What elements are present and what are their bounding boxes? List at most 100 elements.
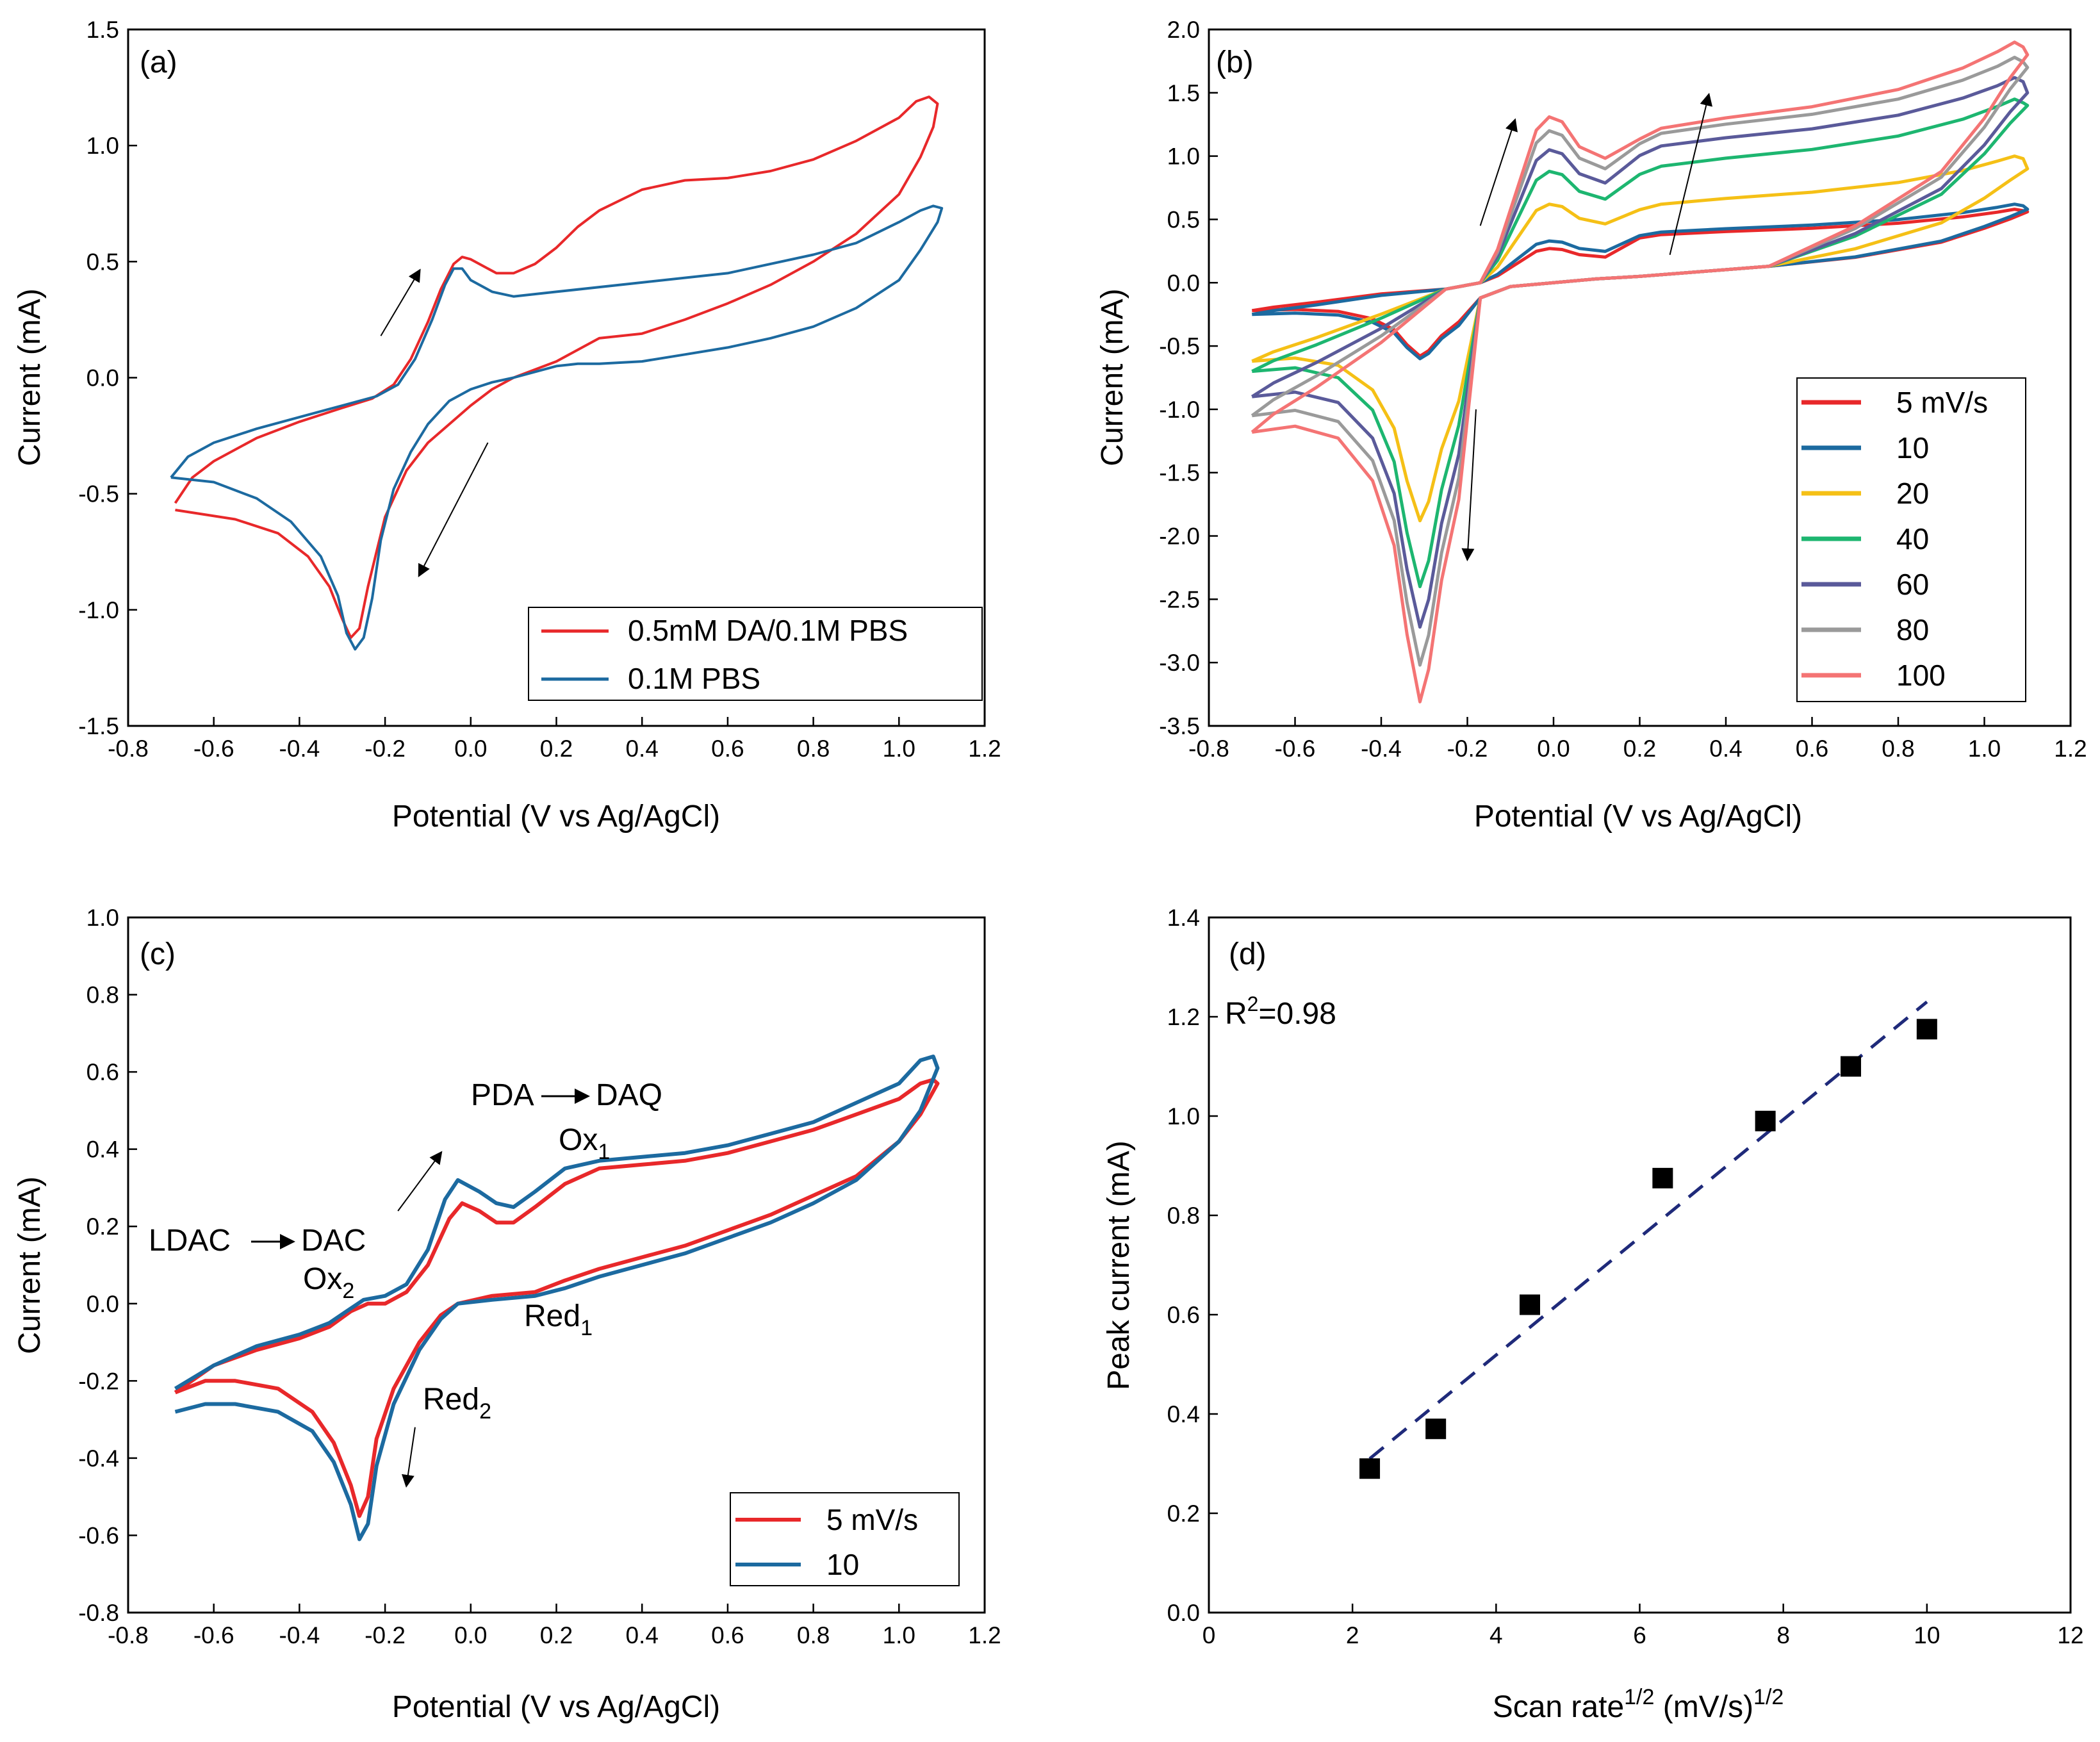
scatter-point-d-1: [1425, 1418, 1447, 1440]
y-axis-title-d: Peak current (mA): [1102, 1140, 1136, 1390]
y-tick-label-b-10: 1.5: [1167, 80, 1200, 106]
annot-ldac: LDAC: [149, 1224, 231, 1258]
series-line-b-2: [1251, 154, 2030, 523]
series-line-b-1: [1251, 202, 2030, 361]
legend-label-a-1: 0.1M PBS: [628, 662, 760, 695]
x-tick-label-a-0: -0.8: [108, 735, 149, 762]
y-tick-label-d-5: 1.0: [1167, 1103, 1200, 1130]
panel-label-b: (b): [1216, 45, 1254, 79]
legend-label-a-0: 0.5mM DA/0.1M PBS: [628, 614, 908, 647]
x-axis-title-d: Scan rate1/2 (mV/s)1/2: [1493, 1685, 1784, 1724]
x-tick-label-c-1: -0.6: [193, 1622, 234, 1648]
legend-box-a: [528, 607, 983, 701]
x-tick-label-c-8: 0.8: [797, 1622, 830, 1648]
panel-label-c: (c): [140, 937, 176, 971]
y-tick-label-b-1: -3.0: [1159, 650, 1200, 676]
direction-arrow-c-1: [401, 1427, 416, 1488]
x-tick-label-d-0: 0: [1202, 1622, 1216, 1648]
x-axis-title-c: Potential (V vs Ag/AgCl): [392, 1690, 720, 1724]
y-axis-title-a: Current (mA): [13, 288, 47, 466]
legend-c: 5 mV/s 10: [730, 1492, 960, 1586]
annot-red1-sub: 1: [580, 1316, 593, 1340]
x-tick-label-a-3: -0.2: [365, 735, 406, 762]
panel-b: -0.8 -0.6 -0.4 -0.2 0.0 0.2 0.4 0.6 0.8 1.0 1.2 -3.…: [1095, 17, 2087, 834]
y-tick-label-d-7: 1.4: [1167, 905, 1200, 931]
x-axis-title-d-sup: 1/2: [1624, 1685, 1654, 1709]
x-tick-label-a-4: 0.0: [454, 735, 487, 762]
y-tick-label-c-1: -0.6: [78, 1522, 119, 1549]
scatter-point-d-0: [1359, 1458, 1381, 1479]
legend-label-b-3: 40: [1896, 522, 1929, 555]
ticks-b: -0.8 -0.6 -0.4 -0.2 0.0 0.2 0.4 0.6 0.8 1.0 1.2 -3.…: [1159, 17, 2087, 762]
x-tick-label-b-2: -0.4: [1361, 735, 1402, 762]
x-tick-label-b-1: -0.6: [1275, 735, 1316, 762]
annot-ox1-sub: 1: [598, 1140, 610, 1164]
x-tick-label-c-9: 1.0: [883, 1622, 915, 1648]
y-tick-label-a-2: -0.5: [78, 481, 119, 507]
y-tick-label-b-6: -0.5: [1159, 333, 1200, 359]
x-tick-label-a-10: 1.2: [968, 735, 1001, 762]
legend-label-b-6: 100: [1896, 659, 1946, 692]
x-tick-label-b-8: 0.8: [1882, 735, 1914, 762]
x-tick-label-d-2: 4: [1489, 1622, 1503, 1648]
annot-pda: PDA: [471, 1078, 534, 1112]
y-tick-label-a-5: 1.0: [86, 133, 119, 159]
legend-b: 5 mV/s 10 20 40 60 80 100: [1796, 377, 2026, 702]
arrows-a: [380, 268, 489, 578]
y-tick-label-b-5: -1.0: [1159, 397, 1200, 423]
scatter-point-d-5: [1841, 1056, 1862, 1077]
legend-label-b-4: 60: [1896, 568, 1929, 601]
y-tick-label-d-0: 0.0: [1167, 1600, 1200, 1626]
x-axis-title-b: Potential (V vs Ag/AgCl): [1474, 800, 1802, 834]
series-a: [170, 95, 944, 651]
ticks-d: 0 2 4 6 8 10 12 0.0 0.2 0.4 0.6 0.8 1.0 1.2 1.4: [1167, 905, 2084, 1648]
y-tick-label-a-4: 0.5: [86, 249, 119, 275]
x-tick-label-c-2: -0.4: [279, 1622, 320, 1648]
annot-daq: DAQ: [596, 1078, 662, 1112]
series-d: [1359, 1000, 1937, 1479]
x-axis-title-d-base: Scan rate: [1493, 1690, 1624, 1724]
x-tick-label-b-5: 0.2: [1623, 735, 1656, 762]
y-tick-label-a-1: -1.0: [78, 597, 119, 623]
x-tick-label-c-0: -0.8: [108, 1622, 149, 1648]
panel-a: -0.8 -0.6 -0.4 -0.2 0.0 0.2 0.4 0.6 0.8 1.0 1.2 -1.…: [13, 17, 1001, 834]
annot-red1-base: Red: [524, 1299, 580, 1333]
y-tick-label-b-9: 1.0: [1167, 144, 1200, 170]
y-tick-label-d-1: 0.2: [1167, 1500, 1200, 1527]
y-tick-label-d-3: 0.6: [1167, 1302, 1200, 1328]
y-tick-label-b-11: 2.0: [1167, 17, 1200, 43]
x-tick-label-b-0: -0.8: [1188, 735, 1229, 762]
r-squared-sup: 2: [1247, 992, 1259, 1015]
annot-red2: Red2: [423, 1383, 491, 1424]
legend-a: 0.5mM DA/0.1M PBS 0.1M PBS: [528, 607, 983, 701]
series-line-c-0: [174, 1078, 940, 1518]
x-tick-label-a-7: 0.6: [711, 735, 744, 762]
y-tick-label-c-6: 0.4: [86, 1137, 119, 1163]
r-squared-value: =0.98: [1258, 997, 1336, 1031]
panel-c: -0.8 -0.6 -0.4 -0.2 0.0 0.2 0.4 0.6 0.8 1.0 1.2 -0.…: [13, 905, 1001, 1724]
annot-red2-base: Red: [423, 1383, 479, 1417]
x-tick-label-a-9: 1.0: [883, 735, 915, 762]
x-tick-label-c-3: -0.2: [365, 1622, 406, 1648]
x-tick-label-d-3: 6: [1633, 1622, 1646, 1648]
annot-ox1-base: Ox: [559, 1123, 598, 1157]
x-tick-label-a-1: -0.6: [193, 735, 234, 762]
series-b: [1251, 40, 2030, 703]
direction-arrow-c-0: [397, 1151, 443, 1212]
series-line-b-3: [1251, 97, 2030, 589]
ticks-c: -0.8 -0.6 -0.4 -0.2 0.0 0.2 0.4 0.6 0.8 1.0 1.2 -0.…: [78, 905, 1001, 1648]
arrows-b: [1461, 92, 1713, 562]
plot-frame-d: [1208, 916, 2072, 1614]
y-tick-label-b-8: 0.5: [1167, 206, 1200, 233]
y-tick-label-a-6: 1.5: [86, 17, 119, 43]
y-tick-label-b-0: -3.5: [1159, 713, 1200, 739]
x-tick-label-d-4: 8: [1776, 1622, 1790, 1648]
x-tick-label-b-10: 1.2: [2054, 735, 2087, 762]
scatter-point-d-2: [1520, 1294, 1541, 1315]
y-tick-label-a-3: 0.0: [86, 365, 119, 391]
scatter-point-d-3: [1652, 1167, 1673, 1188]
fit-line-d: [1368, 1000, 1928, 1460]
x-tick-label-a-6: 0.4: [625, 735, 658, 762]
x-tick-label-b-3: -0.2: [1447, 735, 1488, 762]
scatter-point-d-4: [1755, 1110, 1776, 1131]
